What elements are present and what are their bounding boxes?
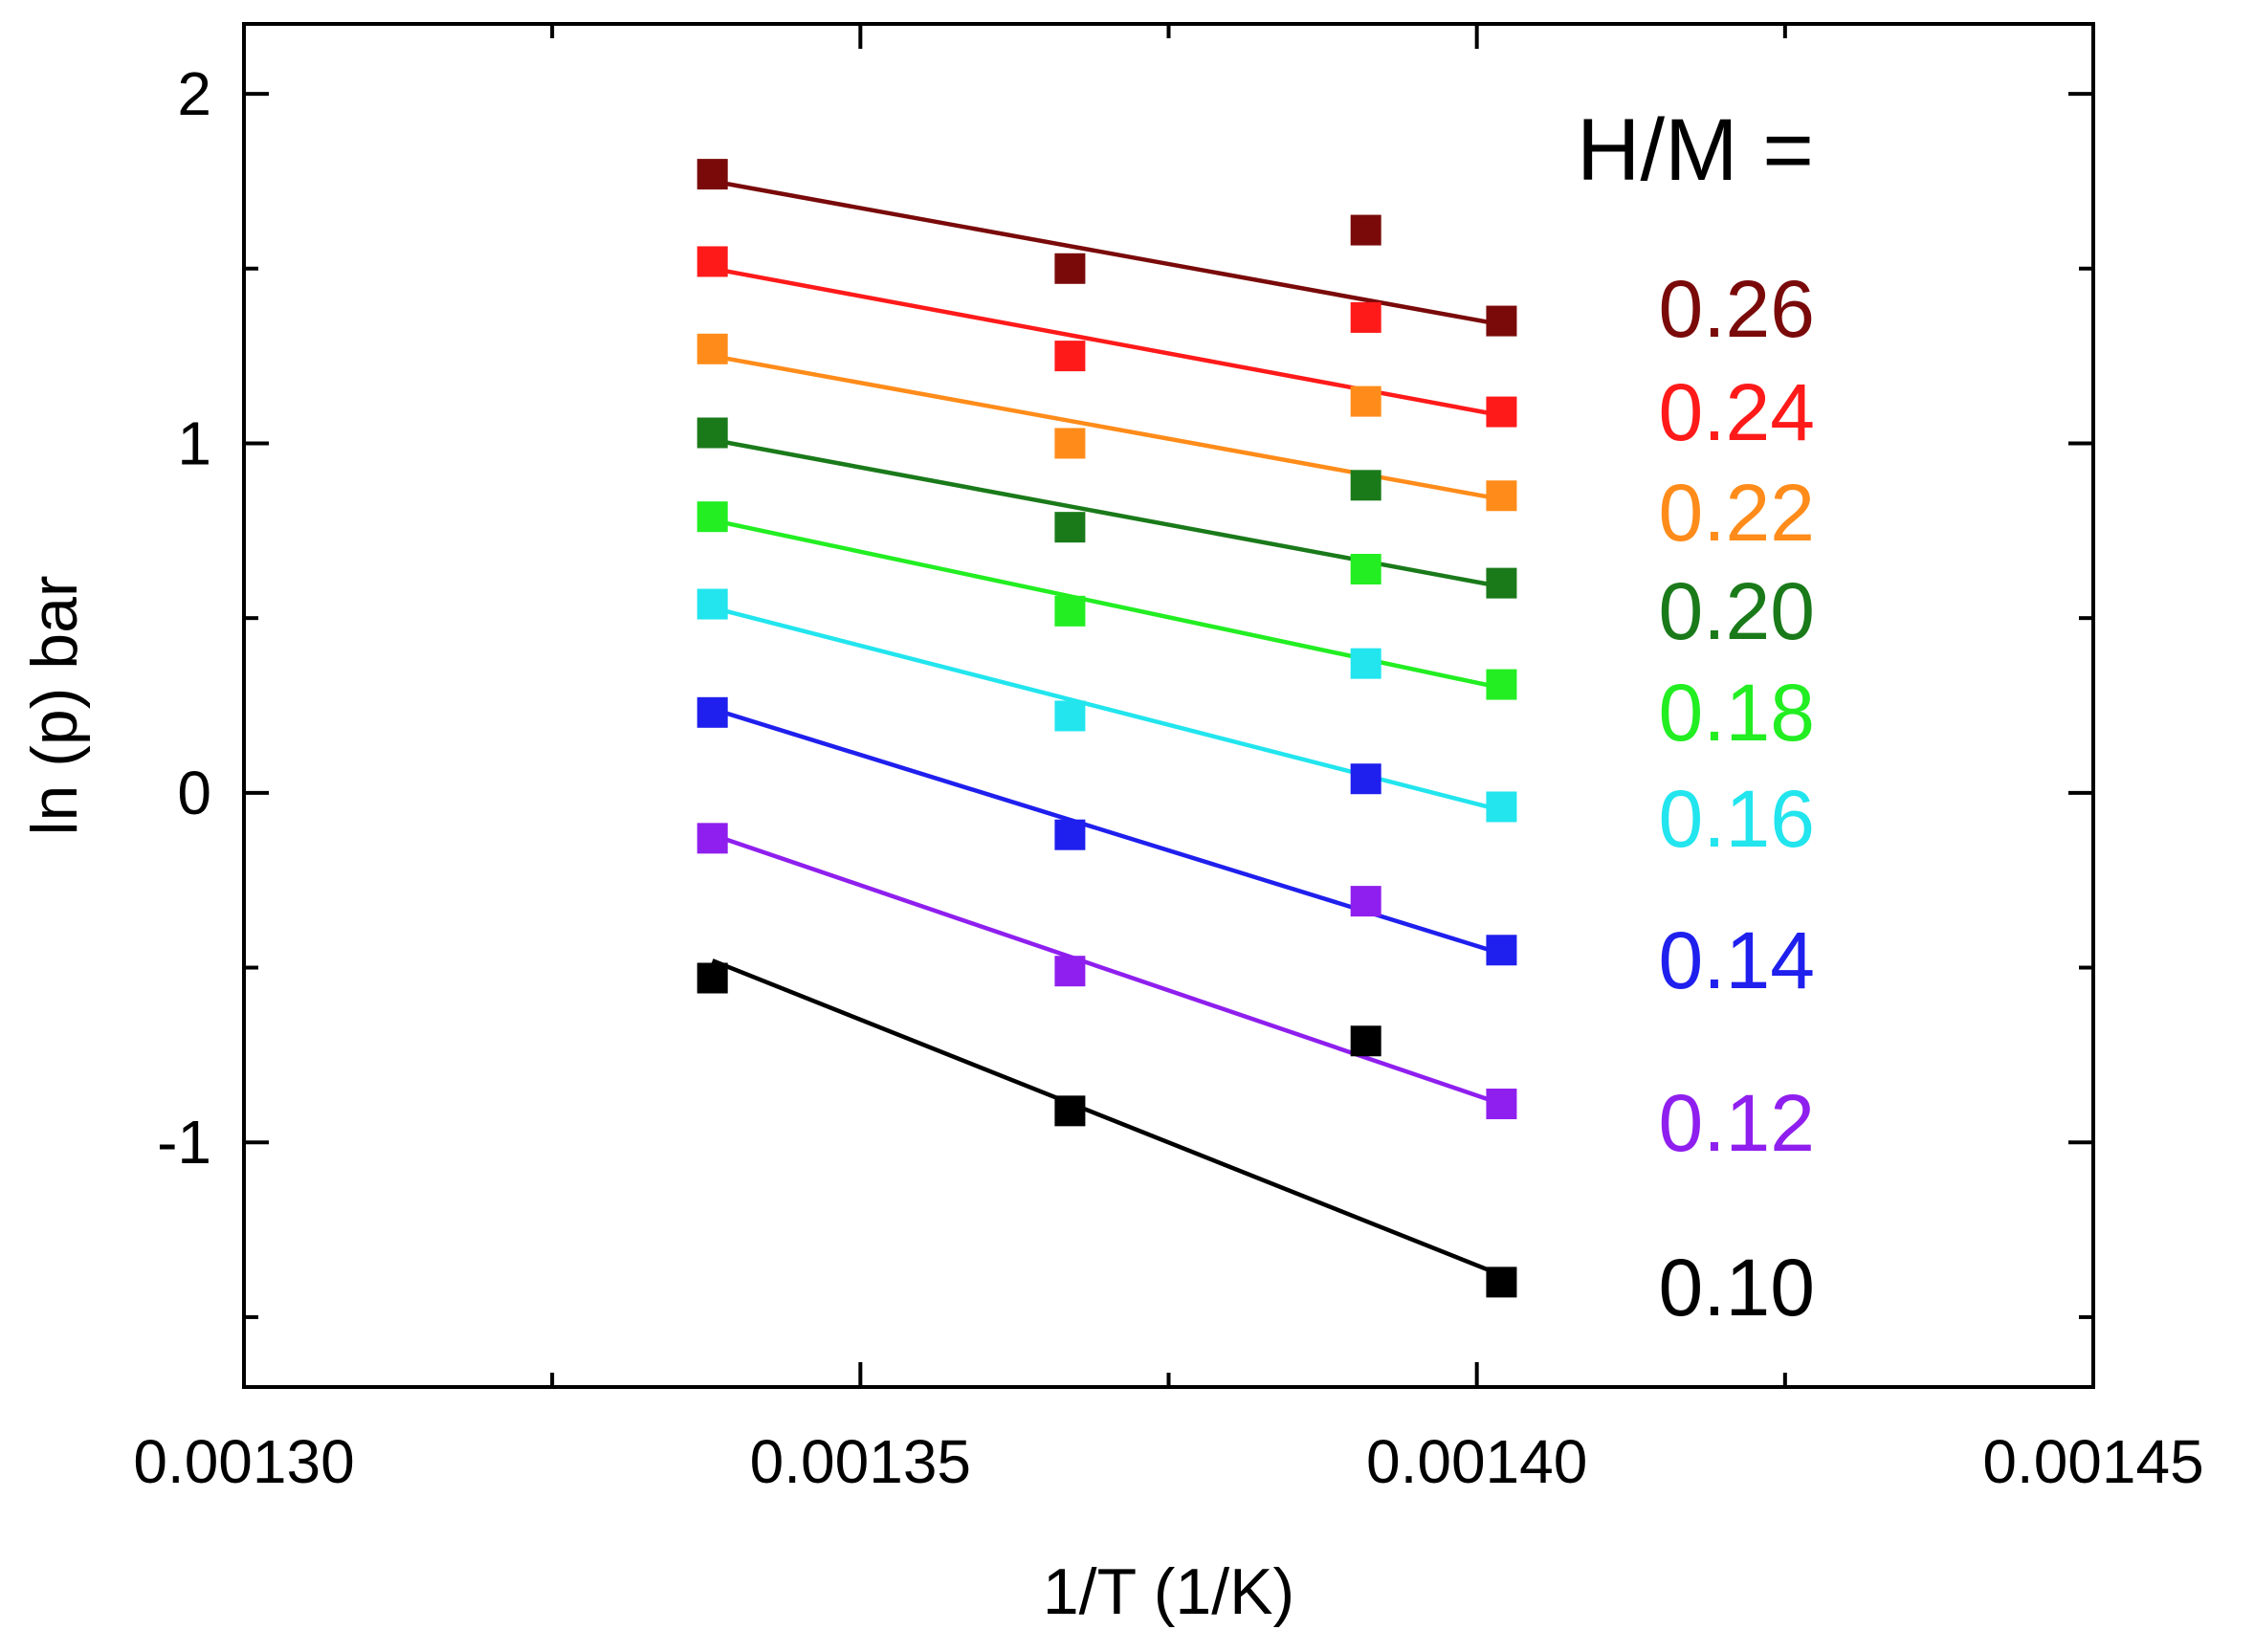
data-point [1054, 428, 1086, 459]
data-point [1350, 648, 1381, 679]
legend-label: 0.14 [1659, 915, 1816, 1005]
legend-label: 0.18 [1659, 668, 1816, 758]
x-tick-label: 0.00140 [1366, 1427, 1587, 1496]
legend-label: 0.24 [1659, 367, 1816, 457]
y-axis-title: ln (p) bar [18, 575, 91, 835]
y-tick-label: 2 [177, 59, 211, 128]
x-tick-label: 0.00145 [1982, 1427, 2203, 1496]
data-point [1054, 512, 1086, 543]
y-tick-label: 0 [177, 759, 211, 827]
data-point [1350, 554, 1381, 584]
data-point [1054, 1095, 1086, 1127]
data-point [1054, 253, 1086, 284]
x-tick-label: 0.00130 [133, 1427, 354, 1496]
y-tick-label: -1 [157, 1108, 211, 1177]
x-tick-label: 0.00135 [750, 1427, 971, 1496]
data-point [1486, 935, 1517, 966]
fit-line [711, 832, 1503, 1107]
data-point [1054, 595, 1086, 627]
series-0.10 [696, 958, 1517, 1298]
data-point [1486, 1267, 1517, 1298]
data-point [1486, 396, 1517, 428]
legend-label: 0.20 [1659, 566, 1816, 656]
data-point [1054, 819, 1086, 850]
fit-line [711, 958, 1503, 1278]
fit-line [712, 179, 1502, 327]
legend-title: H/M = [1577, 101, 1814, 199]
data-point [696, 588, 728, 620]
data-point [1350, 301, 1381, 333]
data-point [696, 246, 728, 277]
legend: 0.26 0.24 0.220.20 0.18 0.16 0.14 0.12 0.10 [1659, 264, 1816, 1333]
legend-label: 0.26 [1659, 264, 1816, 354]
series-0.26 [696, 159, 1517, 337]
data-point [696, 962, 728, 994]
data-point [1350, 470, 1381, 501]
data-point [1486, 1089, 1517, 1120]
data-point [696, 417, 728, 449]
data-point [696, 696, 728, 728]
data-point [1350, 763, 1381, 795]
legend-label: 0.10 [1659, 1243, 1816, 1333]
data-point [1350, 886, 1381, 917]
data-point [1486, 791, 1517, 823]
series-0.12 [696, 823, 1517, 1120]
plot-marks [696, 159, 1517, 1298]
tick-labels: 0.00130 0.00135 0.00140 0.00145 -1 0 1 2 [133, 59, 2203, 1496]
data-point [696, 823, 728, 854]
data-point [1054, 956, 1086, 987]
legend-label: 0.16 [1659, 774, 1816, 864]
data-point [1486, 305, 1517, 337]
data-point [1486, 669, 1517, 700]
data-point [1486, 567, 1517, 599]
legend-label: 0.12 [1659, 1078, 1816, 1168]
y-tick-label: 1 [177, 408, 211, 477]
data-point [696, 501, 728, 533]
data-point [1350, 1025, 1381, 1057]
data-point [1350, 385, 1381, 417]
legend-label: 0.22 [1659, 468, 1816, 558]
data-point [1054, 341, 1086, 372]
data-point [696, 159, 728, 190]
data-point [1486, 480, 1517, 512]
data-point [1054, 700, 1086, 732]
data-point [696, 333, 728, 364]
plot-frame [242, 22, 2095, 1389]
x-axis-title: 1/T (1/K) [1043, 1555, 1294, 1628]
data-point [1350, 214, 1381, 246]
